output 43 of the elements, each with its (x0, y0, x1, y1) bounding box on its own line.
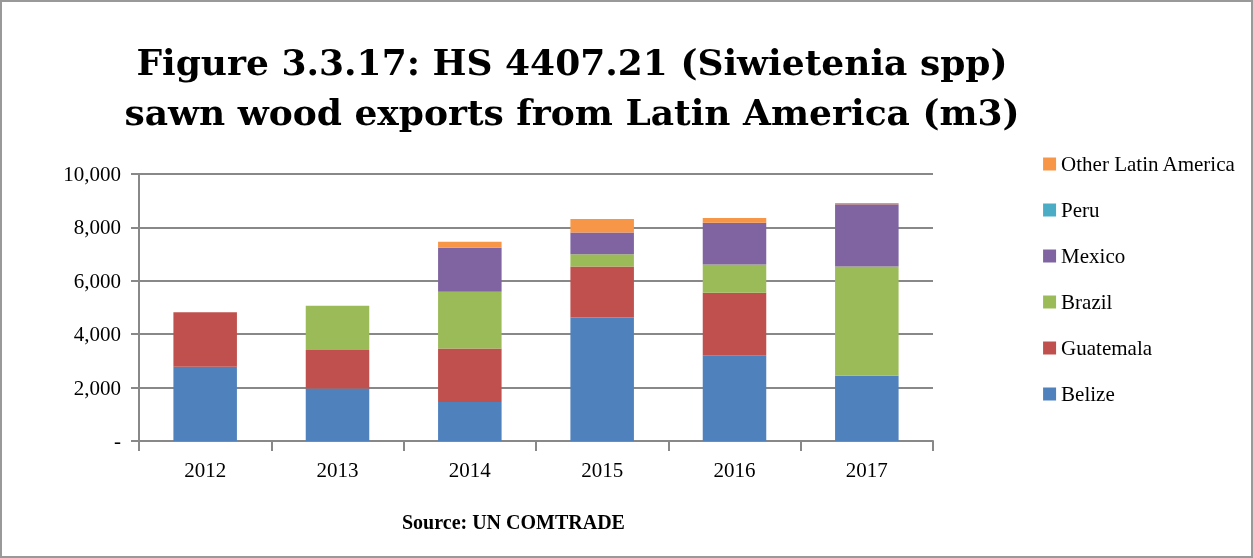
bar (835, 266, 899, 376)
bar (438, 348, 502, 403)
bar (570, 232, 634, 255)
y-tick-label: 4,000 (73, 322, 121, 347)
bar (702, 292, 767, 356)
bar (305, 349, 370, 389)
bar (570, 254, 634, 267)
bar (570, 219, 634, 233)
bar (702, 218, 767, 223)
bar (570, 266, 634, 318)
bar (702, 222, 767, 265)
legend-label: Brazil (1061, 290, 1113, 314)
y-tick-label: 6,000 (73, 268, 121, 293)
legend-label: Mexico (1061, 244, 1126, 268)
chart-title: Figure 3.3.17: HS 4407.21 (Siwietenia spp) sawn wood exports from Latin America (m3) (124, 41, 1020, 133)
x-tick-label: 2017 (845, 457, 888, 482)
bar (438, 247, 502, 292)
bar (702, 264, 767, 293)
bar (570, 317, 634, 441)
legend-label: Belize (1061, 382, 1115, 406)
y-tick-label: - (114, 429, 121, 453)
legend-label: Other Latin America (1061, 152, 1236, 176)
x-tick-label: 2013 (316, 457, 359, 482)
bar (173, 312, 237, 367)
bar (438, 291, 502, 349)
bar (702, 355, 767, 441)
bar (835, 204, 899, 267)
bar (438, 241, 502, 248)
bar (305, 305, 370, 350)
legend-label: Guatemala (1061, 336, 1153, 360)
x-tick-label: 2012 (184, 457, 227, 482)
bar (835, 375, 899, 441)
bar (173, 366, 237, 441)
x-tick-label: 2016 (713, 457, 756, 482)
source-note: Source: UN COMTRADE (402, 511, 625, 533)
bar (305, 388, 370, 441)
y-tick-label: 10,000 (63, 162, 121, 186)
bar (438, 402, 502, 441)
y-tick-label: 8,000 (73, 215, 121, 240)
x-tick-label: 2014 (448, 457, 492, 482)
x-tick-label: 2015 (581, 457, 624, 482)
y-tick-label: 2,000 (73, 375, 121, 400)
legend-label: Peru (1061, 198, 1101, 222)
